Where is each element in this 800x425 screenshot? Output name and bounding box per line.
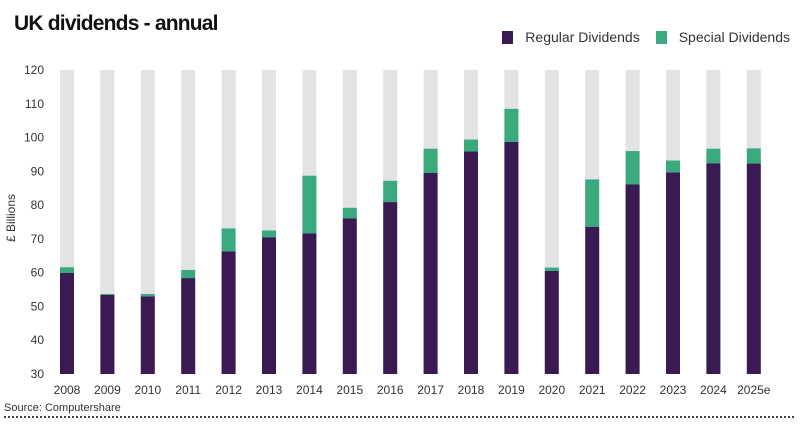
bar-special-2013 — [262, 230, 276, 238]
bar-special-2022 — [625, 151, 640, 185]
legend-label-special: Special Dividends — [678, 29, 790, 45]
bar-regular-2014 — [302, 233, 317, 374]
bar-special-2018 — [464, 139, 478, 152]
x-tick-label-2020: 2020 — [538, 383, 565, 397]
bar-regular-2009 — [100, 294, 115, 374]
bar-special-2009 — [100, 293, 115, 295]
x-tick-label-2022: 2022 — [619, 383, 646, 397]
y-tick-label-50: 50 — [31, 299, 45, 313]
bars-group — [60, 70, 761, 374]
y-tick-label-100: 100 — [24, 131, 44, 145]
x-tick-label-2018: 2018 — [458, 383, 485, 397]
y-tick-label-80: 80 — [31, 198, 45, 212]
y-axis-label: £ Billions — [4, 194, 18, 242]
x-tick-label-2013: 2013 — [256, 383, 283, 397]
bar-regular-2021 — [585, 226, 600, 374]
bar-regular-2019 — [504, 141, 519, 374]
bar-special-2012 — [221, 228, 236, 252]
y-tick-label-70: 70 — [31, 232, 45, 246]
legend-item-regular: Regular Dividends — [502, 29, 640, 45]
y-tick-label-40: 40 — [31, 333, 45, 347]
bar-special-2023 — [666, 160, 680, 173]
x-tick-label-2019: 2019 — [498, 383, 525, 397]
x-tick-label-2025e: 2025e — [737, 383, 771, 397]
y-tick-label-30: 30 — [31, 367, 45, 381]
bar-regular-2012 — [221, 251, 236, 374]
bar-regular-2013 — [262, 237, 276, 374]
x-tick-label-2017: 2017 — [417, 383, 444, 397]
x-tick-label-2012: 2012 — [215, 383, 242, 397]
bar-special-2016 — [383, 180, 398, 203]
bar-special-2020 — [544, 267, 559, 271]
footer-divider — [4, 416, 794, 418]
bar-special-2019 — [504, 108, 519, 142]
legend-swatch-special — [655, 30, 667, 44]
x-tick-label-2014: 2014 — [296, 383, 323, 397]
legend-label-regular: Regular Dividends — [525, 29, 640, 45]
bar-special-2017 — [423, 148, 438, 174]
bar-regular-2010 — [140, 296, 155, 374]
x-tick-label-2015: 2015 — [336, 383, 363, 397]
bar-regular-2024 — [706, 163, 721, 374]
y-tick-label-90: 90 — [31, 164, 45, 178]
bar-special-2021 — [585, 179, 600, 227]
x-tick-label-2016: 2016 — [377, 383, 404, 397]
x-tick-label-2008: 2008 — [54, 383, 81, 397]
bar-regular-2011 — [181, 278, 196, 374]
bar-special-2015 — [342, 207, 357, 219]
x-axis: 2008 2009 2010 2011 2012 2013 2014 2015 2016 2017… — [54, 383, 771, 397]
bar-regular-2022 — [625, 184, 640, 374]
y-tick-label-120: 120 — [24, 63, 44, 77]
bar-special-2014 — [302, 175, 317, 234]
bar-special-2025e — [746, 148, 761, 164]
legend: Regular Dividends Special Dividends — [486, 29, 790, 45]
legend-item-special: Special Dividends — [655, 29, 790, 45]
bar-regular-2025e — [746, 163, 761, 374]
bar-regular-2008 — [60, 273, 74, 374]
x-tick-label-2010: 2010 — [134, 383, 161, 397]
bar-regular-2023 — [666, 172, 680, 374]
bar-special-2010 — [140, 293, 155, 297]
x-tick-label-2021: 2021 — [579, 383, 606, 397]
bar-chart: 30 40 50 60 70 80 90 100 110 120 2008 2009 2010 2011… — [4, 63, 771, 397]
bar-regular-2018 — [464, 151, 478, 374]
legend-swatch-regular — [502, 30, 514, 44]
bar-regular-2017 — [423, 173, 438, 374]
bar-special-2024 — [706, 148, 721, 164]
bar-regular-2015 — [342, 218, 357, 374]
y-tick-label-110: 110 — [25, 97, 44, 111]
bar-special-2011 — [181, 269, 196, 279]
x-tick-label-2011: 2011 — [175, 383, 201, 397]
source-note: Source: Computershare — [4, 402, 121, 414]
y-axis: 30 40 50 60 70 80 90 100 110 120 — [24, 63, 44, 381]
bar-special-2008 — [60, 267, 74, 274]
y-tick-label-60: 60 — [31, 266, 45, 280]
x-tick-label-2009: 2009 — [94, 383, 121, 397]
bar-regular-2020 — [544, 270, 559, 374]
x-tick-label-2023: 2023 — [660, 383, 687, 397]
chart-title: UK dividends - annual — [14, 12, 219, 35]
x-tick-label-2024: 2024 — [700, 383, 727, 397]
bar-regular-2016 — [383, 202, 398, 374]
